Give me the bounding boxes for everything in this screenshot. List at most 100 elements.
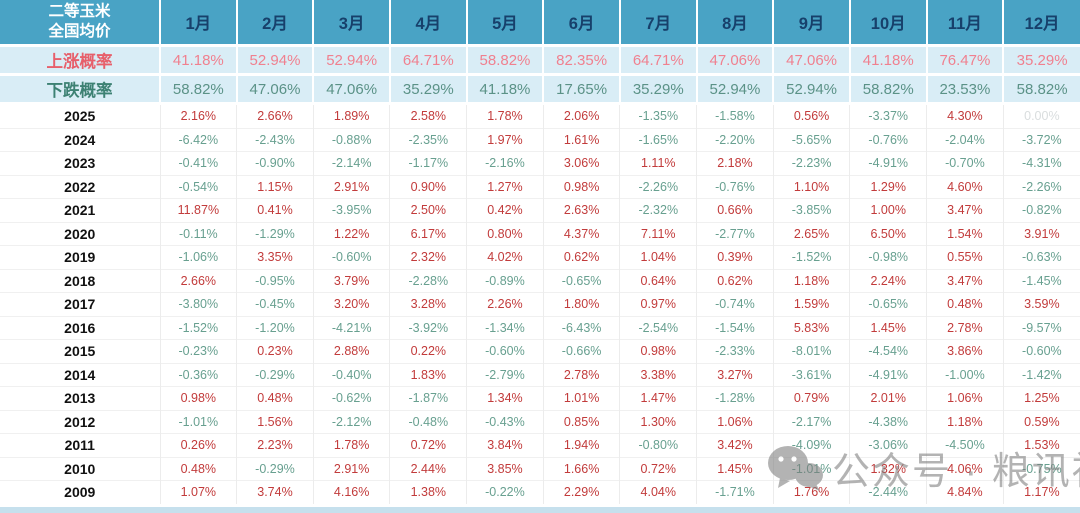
year-row: 2019 -1.06% 3.35% -0.60% 2.32% 4.02% 0.62% 1.04… bbox=[0, 245, 1080, 269]
change-value: -0.74% bbox=[696, 292, 774, 316]
change-value: 3.85% bbox=[466, 456, 544, 481]
change-value: -0.60% bbox=[1002, 339, 1080, 363]
change-value: 0.97% bbox=[619, 292, 697, 316]
change-value: 1.76% bbox=[772, 480, 850, 504]
change-value: 2.78% bbox=[926, 315, 1004, 340]
month-header: 11月 bbox=[925, 0, 1004, 47]
change-value: 5.83% bbox=[772, 315, 850, 340]
change-value: -0.29% bbox=[236, 362, 314, 387]
change-value: -1.71% bbox=[696, 480, 774, 504]
change-value: -1.45% bbox=[1002, 268, 1080, 293]
change-value: 0.72% bbox=[389, 433, 467, 457]
year-row: 2012 -1.01% 1.56% -2.12% -0.48% -0.43% 0.85% 1.… bbox=[0, 409, 1080, 434]
year-label: 2025 bbox=[0, 103, 160, 128]
change-value: 1.45% bbox=[696, 456, 774, 481]
change-value: 0.98% bbox=[542, 174, 620, 199]
fall-probability-value: 35.29% bbox=[618, 74, 697, 105]
change-value: 3.35% bbox=[236, 245, 314, 269]
change-value: 0.72% bbox=[619, 456, 697, 481]
rise-probability-value: 47.06% bbox=[772, 45, 850, 76]
change-value: -1.01% bbox=[159, 409, 237, 434]
change-value: -0.95% bbox=[236, 268, 314, 293]
change-value: 2.50% bbox=[389, 198, 467, 222]
change-value: 3.20% bbox=[312, 292, 390, 316]
change-value: 0.59% bbox=[1002, 409, 1080, 434]
month-header: 8月 bbox=[695, 0, 774, 47]
change-value: -2.26% bbox=[619, 174, 697, 199]
change-value: 1.22% bbox=[312, 221, 390, 246]
change-value: -2.17% bbox=[772, 409, 850, 434]
change-value: -4.09% bbox=[772, 433, 850, 457]
change-value: -1.01% bbox=[772, 456, 850, 481]
change-value: 4.84% bbox=[926, 480, 1004, 504]
rise-probability-label: 上涨概率 bbox=[0, 45, 160, 76]
year-row: 2015 -0.23% 0.23% 2.88% 0.22% -0.60% -0.66% 0.9… bbox=[0, 339, 1080, 363]
change-value: -1.65% bbox=[619, 127, 697, 152]
change-value: -2.20% bbox=[696, 127, 774, 152]
change-value: 1.18% bbox=[772, 268, 850, 293]
change-value: -3.06% bbox=[849, 433, 927, 457]
table-title: 二等玉米 全国均价 bbox=[0, 0, 160, 47]
change-value: -0.70% bbox=[926, 151, 1004, 175]
year-row: 2017 -3.80% -0.45% 3.20% 3.28% 2.26% 1.80% 0.97… bbox=[0, 292, 1080, 316]
change-value: -0.66% bbox=[542, 339, 620, 363]
change-value: -3.95% bbox=[312, 198, 390, 222]
change-value: -0.89% bbox=[466, 268, 544, 293]
change-value: -0.62% bbox=[312, 386, 390, 410]
change-value: -6.42% bbox=[159, 127, 237, 152]
year-label: 2009 bbox=[0, 480, 160, 504]
year-row: 2011 0.26% 2.23% 1.78% 0.72% 3.84% 1.94% -0.80%… bbox=[0, 433, 1080, 457]
change-value: -1.34% bbox=[466, 315, 544, 340]
change-value: 0.42% bbox=[466, 198, 544, 222]
change-value: -2.23% bbox=[772, 151, 850, 175]
change-value: 2.01% bbox=[849, 386, 927, 410]
change-value: 1.01% bbox=[542, 386, 620, 410]
change-value: 0.48% bbox=[236, 386, 314, 410]
change-value: -1.87% bbox=[389, 386, 467, 410]
year-label: 2013 bbox=[0, 386, 160, 410]
change-value: -0.29% bbox=[236, 456, 314, 481]
bottom-border-strip bbox=[0, 507, 1080, 513]
change-value: -0.11% bbox=[159, 221, 237, 246]
month-header: 2月 bbox=[235, 0, 314, 47]
change-value: 3.91% bbox=[1002, 221, 1080, 246]
change-value: 1.97% bbox=[466, 127, 544, 152]
month-header: 12月 bbox=[1002, 0, 1080, 47]
change-value: 3.74% bbox=[236, 480, 314, 504]
change-value: -9.57% bbox=[1002, 315, 1080, 340]
change-value: -0.76% bbox=[696, 174, 774, 199]
year-label: 2016 bbox=[0, 315, 160, 340]
change-value: -0.63% bbox=[1002, 245, 1080, 269]
change-value: -2.33% bbox=[696, 339, 774, 363]
change-value: 1.61% bbox=[542, 127, 620, 152]
change-value: -2.26% bbox=[1002, 174, 1080, 199]
change-value: 11.87% bbox=[159, 198, 237, 222]
change-value: -1.06% bbox=[159, 245, 237, 269]
change-value: 0.79% bbox=[772, 386, 850, 410]
table-title-line: 全国均价 bbox=[48, 23, 111, 40]
change-value: -3.37% bbox=[849, 103, 927, 128]
month-header: 4月 bbox=[388, 0, 467, 47]
year-label: 2014 bbox=[0, 362, 160, 387]
change-value: -2.79% bbox=[466, 362, 544, 387]
change-value: 0.41% bbox=[236, 198, 314, 222]
month-header: 7月 bbox=[618, 0, 697, 47]
year-label: 2018 bbox=[0, 268, 160, 293]
change-value: 4.60% bbox=[926, 174, 1004, 199]
change-value: 0.98% bbox=[619, 339, 697, 363]
change-value: 2.29% bbox=[542, 480, 620, 504]
change-value: 2.66% bbox=[159, 268, 237, 293]
fall-probability-value: 58.82% bbox=[159, 74, 237, 105]
change-value: 1.78% bbox=[466, 103, 544, 128]
change-value: 0.26% bbox=[159, 433, 237, 457]
change-value: 6.17% bbox=[389, 221, 467, 246]
change-value: 0.23% bbox=[236, 339, 314, 363]
change-value: -1.52% bbox=[159, 315, 237, 340]
change-value: 1.06% bbox=[926, 386, 1004, 410]
change-value: 1.56% bbox=[236, 409, 314, 434]
change-value: 0.48% bbox=[159, 456, 237, 481]
month-header: 3月 bbox=[312, 0, 390, 47]
rise-probability-value: 47.06% bbox=[695, 45, 774, 76]
change-value: 0.64% bbox=[619, 268, 697, 293]
rise-probability-row: 上涨概率 41.18% 52.94% 52.94% 64.71% 58.82% 82.35%… bbox=[0, 45, 1080, 76]
